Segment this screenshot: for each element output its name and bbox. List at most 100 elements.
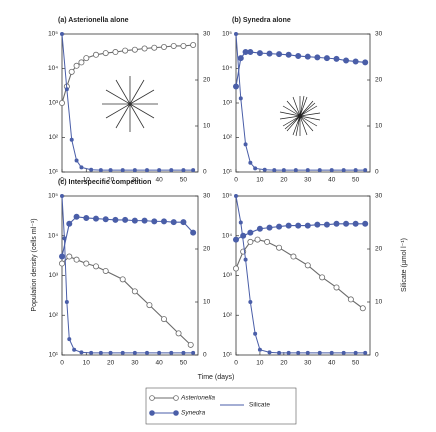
data-point: [305, 350, 310, 355]
legend-marker: [149, 395, 155, 401]
y2-tick-label: 10: [375, 299, 383, 306]
data-point: [187, 341, 194, 348]
y2-tick-label: 20: [375, 246, 383, 253]
plot-frame: [235, 33, 371, 173]
data-point: [243, 257, 248, 262]
data-point: [277, 350, 282, 355]
x-tick-label: 50: [352, 177, 360, 184]
data-point: [169, 168, 174, 173]
x-tick-label: 20: [107, 360, 115, 367]
data-point: [93, 263, 100, 270]
x-axis-title: Time (days): [198, 374, 235, 381]
data-point: [160, 218, 167, 225]
y-tick-label: 10³: [49, 100, 59, 107]
data-point: [341, 350, 346, 355]
x-tick-label: 50: [352, 360, 360, 367]
data-point: [160, 43, 167, 50]
x-tick-label: 20: [107, 177, 115, 184]
data-point: [317, 350, 322, 355]
data-point: [62, 236, 67, 241]
data-point: [119, 276, 126, 283]
data-point: [180, 42, 187, 49]
data-point: [68, 68, 75, 75]
y2-tick-label: 20: [203, 246, 211, 253]
data-point: [59, 253, 66, 260]
data-point: [69, 137, 74, 142]
data-point: [352, 58, 359, 65]
data-point: [102, 50, 109, 57]
data-point: [264, 238, 271, 245]
data-point: [66, 253, 73, 260]
y-tick-label: 10⁵: [222, 193, 232, 200]
data-point: [73, 62, 80, 69]
series-line: [235, 195, 366, 354]
y2-tick-label: 10: [203, 299, 211, 306]
data-point: [160, 316, 167, 323]
data-point: [73, 213, 80, 220]
data-point: [272, 168, 277, 173]
y-tick-label: 10²: [49, 134, 59, 141]
data-point: [232, 236, 239, 243]
data-point: [120, 168, 125, 173]
data-point: [151, 218, 158, 225]
data-point: [120, 350, 125, 355]
x-tick-label: 10: [83, 177, 91, 184]
y-axis-title: Population density (cells ml⁻¹): [31, 218, 38, 311]
data-point: [89, 167, 94, 172]
data-point: [83, 214, 90, 221]
data-point: [262, 167, 267, 172]
data-point: [238, 220, 243, 225]
data-point: [122, 216, 129, 223]
data-point: [329, 168, 334, 173]
data-point: [286, 350, 291, 355]
y-tick-label: 10¹: [223, 352, 233, 359]
data-point: [108, 350, 113, 355]
data-point: [64, 299, 69, 304]
data-point: [98, 168, 103, 173]
data-point: [247, 49, 254, 56]
data-point: [266, 224, 273, 231]
data-point: [353, 350, 358, 355]
x-tick-label: 50: [180, 360, 188, 367]
data-point: [362, 220, 369, 227]
data-point: [60, 193, 65, 198]
data-point: [333, 55, 340, 62]
data-point: [157, 350, 162, 355]
data-point: [144, 168, 149, 173]
data-point: [59, 100, 66, 107]
x-tick-label: 40: [156, 177, 164, 184]
data-point: [323, 55, 330, 62]
x-tick-label: 0: [60, 360, 64, 367]
data-point: [102, 216, 109, 223]
legend-label: Asterionella: [180, 395, 215, 402]
data-point: [296, 350, 301, 355]
data-point: [329, 350, 334, 355]
data-point: [363, 350, 368, 355]
data-point: [79, 165, 84, 170]
y-tick-label: 10²: [49, 312, 59, 319]
data-point: [170, 42, 177, 49]
data-point: [233, 193, 238, 198]
legend-label: Silicate: [249, 402, 270, 409]
data-point: [232, 265, 239, 272]
data-point: [102, 267, 109, 274]
data-point: [144, 350, 149, 355]
y2-tick-label: 10: [203, 123, 211, 130]
y-tick-label: 10⁵: [48, 31, 58, 38]
data-point: [141, 217, 148, 224]
data-point: [295, 53, 302, 60]
data-point: [333, 220, 340, 227]
data-point: [181, 168, 186, 173]
data-point: [112, 216, 119, 223]
x-tick-label: 40: [328, 177, 336, 184]
data-point: [293, 168, 298, 173]
data-point: [181, 350, 186, 355]
data-point: [314, 221, 321, 228]
y2-tick-label: 30: [375, 193, 383, 200]
x-tick-label: 40: [328, 360, 336, 367]
series-line: [61, 195, 194, 354]
legend-marker: [173, 410, 179, 416]
x-tick-label: 10: [83, 360, 91, 367]
y-tick-label: 10¹: [49, 169, 59, 176]
